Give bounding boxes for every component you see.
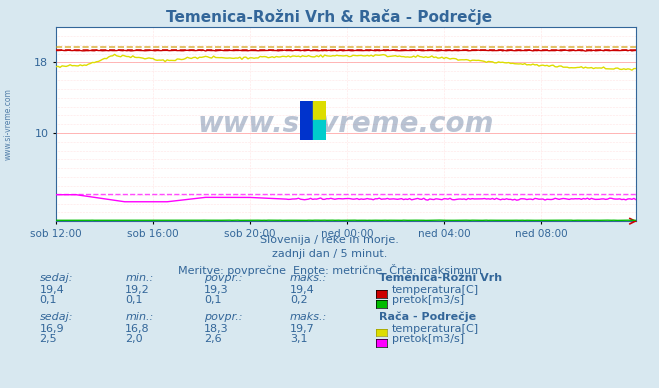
Text: pretok[m3/s]: pretok[m3/s] (392, 295, 464, 305)
Text: Temenica-Rožni Vrh & Rača - Podrečje: Temenica-Rožni Vrh & Rača - Podrečje (167, 9, 492, 26)
Text: 19,7: 19,7 (290, 324, 315, 334)
Text: maks.:: maks.: (290, 312, 328, 322)
Text: 16,9: 16,9 (40, 324, 64, 334)
Text: www.si-vreme.com: www.si-vreme.com (198, 110, 494, 138)
Text: temperatura[C]: temperatura[C] (392, 285, 479, 295)
Text: min.:: min.: (125, 273, 154, 283)
Text: 0,1: 0,1 (125, 295, 143, 305)
Text: 3,1: 3,1 (290, 334, 308, 344)
Text: 19,4: 19,4 (290, 285, 315, 295)
Text: Temenica-Rožni Vrh: Temenica-Rožni Vrh (379, 273, 502, 283)
Text: sedaj:: sedaj: (40, 273, 73, 283)
Text: Meritve: povprečne  Enote: metrične  Črta: maksimum: Meritve: povprečne Enote: metrične Črta:… (177, 264, 482, 276)
Text: pretok[m3/s]: pretok[m3/s] (392, 334, 464, 344)
Text: 0,2: 0,2 (290, 295, 308, 305)
Text: 0,1: 0,1 (204, 295, 222, 305)
Text: povpr.:: povpr.: (204, 312, 243, 322)
Text: Slovenija / reke in morje.: Slovenija / reke in morje. (260, 235, 399, 245)
Text: min.:: min.: (125, 312, 154, 322)
Text: 19,3: 19,3 (204, 285, 229, 295)
Text: Rača - Podrečje: Rača - Podrečje (379, 312, 476, 322)
Text: 2,6: 2,6 (204, 334, 222, 344)
Bar (313, 120, 326, 140)
Text: temperatura[C]: temperatura[C] (392, 324, 479, 334)
Text: zadnji dan / 5 minut.: zadnji dan / 5 minut. (272, 249, 387, 259)
Text: 2,5: 2,5 (40, 334, 57, 344)
Text: 19,2: 19,2 (125, 285, 150, 295)
Bar (300, 101, 313, 140)
Text: 2,0: 2,0 (125, 334, 143, 344)
Text: 19,4: 19,4 (40, 285, 65, 295)
Text: 0,1: 0,1 (40, 295, 57, 305)
Text: povpr.:: povpr.: (204, 273, 243, 283)
Text: www.si-vreme.com: www.si-vreme.com (3, 88, 13, 160)
Text: sedaj:: sedaj: (40, 312, 73, 322)
Text: 16,8: 16,8 (125, 324, 150, 334)
Bar (313, 101, 326, 120)
Text: maks.:: maks.: (290, 273, 328, 283)
Text: 18,3: 18,3 (204, 324, 229, 334)
